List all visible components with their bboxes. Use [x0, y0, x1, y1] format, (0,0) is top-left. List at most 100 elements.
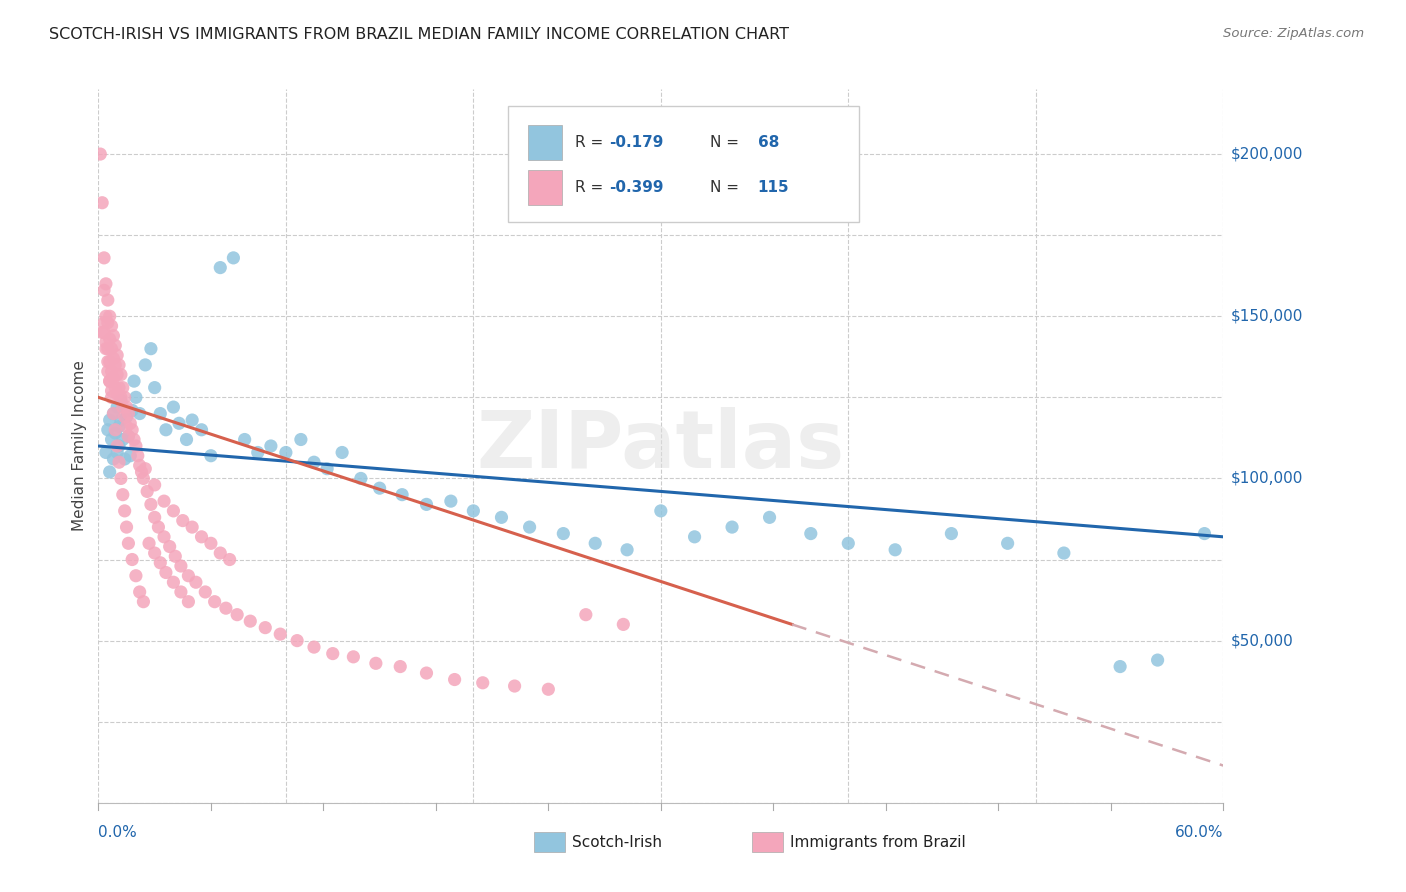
Point [254, 621, 277, 635]
Point [181, 520, 204, 534]
Point [364, 657, 387, 671]
Point [368, 481, 391, 495]
Point [132, 471, 155, 485]
Point [108, 455, 131, 469]
Point [269, 627, 291, 641]
Point [159, 540, 181, 554]
Point [117, 536, 139, 550]
Point [114, 390, 136, 404]
Point [111, 381, 134, 395]
Point [218, 552, 240, 566]
Point [1194, 526, 1216, 541]
Point [98, 354, 121, 368]
Point [97, 342, 120, 356]
Point [148, 520, 170, 534]
Point [103, 407, 125, 421]
Point [215, 601, 238, 615]
Point [104, 338, 127, 352]
Point [110, 390, 132, 404]
Point [93, 316, 115, 330]
Point [139, 497, 162, 511]
Point [415, 666, 437, 681]
Point [302, 640, 325, 654]
Point [884, 542, 907, 557]
Text: -0.399: -0.399 [609, 180, 664, 195]
Point [100, 318, 122, 333]
Text: 0.0%: 0.0% [98, 825, 138, 840]
Point [440, 494, 463, 508]
Point [105, 348, 128, 362]
Point [108, 358, 131, 372]
Point [111, 488, 134, 502]
Point [165, 549, 187, 564]
Point [103, 351, 125, 366]
Point [274, 445, 297, 459]
Point [97, 354, 120, 368]
Point [997, 536, 1019, 550]
Point [110, 471, 132, 485]
Point [89, 147, 111, 161]
Point [103, 371, 125, 385]
Point [111, 433, 134, 447]
Point [837, 536, 859, 550]
Point [415, 497, 437, 511]
Point [519, 520, 541, 534]
Point [143, 381, 166, 395]
Text: R =: R = [575, 136, 609, 150]
Point [132, 595, 155, 609]
Point [115, 409, 138, 424]
Point [181, 413, 204, 427]
Point [94, 277, 117, 291]
Point [128, 585, 150, 599]
Point [103, 407, 125, 421]
Point [162, 400, 184, 414]
Point [121, 423, 143, 437]
Point [117, 429, 139, 443]
Point [153, 494, 176, 508]
Point [226, 607, 249, 622]
Point [184, 575, 207, 590]
Point [1053, 546, 1076, 560]
Point [342, 649, 364, 664]
Text: N =: N = [710, 180, 744, 195]
Text: SCOTCH-IRISH VS IMMIGRANTS FROM BRAZIL MEDIAN FAMILY INCOME CORRELATION CHART: SCOTCH-IRISH VS IMMIGRANTS FROM BRAZIL M… [49, 27, 789, 42]
Point [97, 316, 120, 330]
Point [200, 536, 222, 550]
Point [162, 575, 184, 590]
Point [114, 409, 136, 424]
Point [941, 526, 963, 541]
Point [94, 445, 117, 459]
Point [194, 585, 217, 599]
Point [104, 358, 127, 372]
Point [503, 679, 526, 693]
Text: Source: ZipAtlas.com: Source: ZipAtlas.com [1223, 27, 1364, 40]
Point [190, 530, 212, 544]
Point [471, 675, 494, 690]
Point [115, 520, 138, 534]
Point [134, 358, 156, 372]
Point [100, 433, 122, 447]
Point [125, 390, 148, 404]
Text: 115: 115 [758, 180, 789, 195]
Point [104, 381, 127, 395]
Point [105, 400, 128, 414]
Point [575, 607, 598, 622]
Point [110, 393, 132, 408]
Point [583, 536, 606, 550]
Text: $150,000: $150,000 [1230, 309, 1302, 324]
Text: -0.179: -0.179 [609, 136, 664, 150]
Point [100, 390, 122, 404]
Point [121, 403, 143, 417]
Point [176, 433, 198, 447]
Point [121, 552, 143, 566]
Text: $100,000: $100,000 [1230, 471, 1302, 486]
Point [330, 445, 353, 459]
Point [285, 633, 308, 648]
Point [94, 310, 117, 324]
Point [172, 514, 194, 528]
Point [120, 417, 142, 431]
Point [1146, 653, 1168, 667]
Point [134, 461, 156, 475]
Point [98, 310, 121, 324]
Point [127, 449, 149, 463]
